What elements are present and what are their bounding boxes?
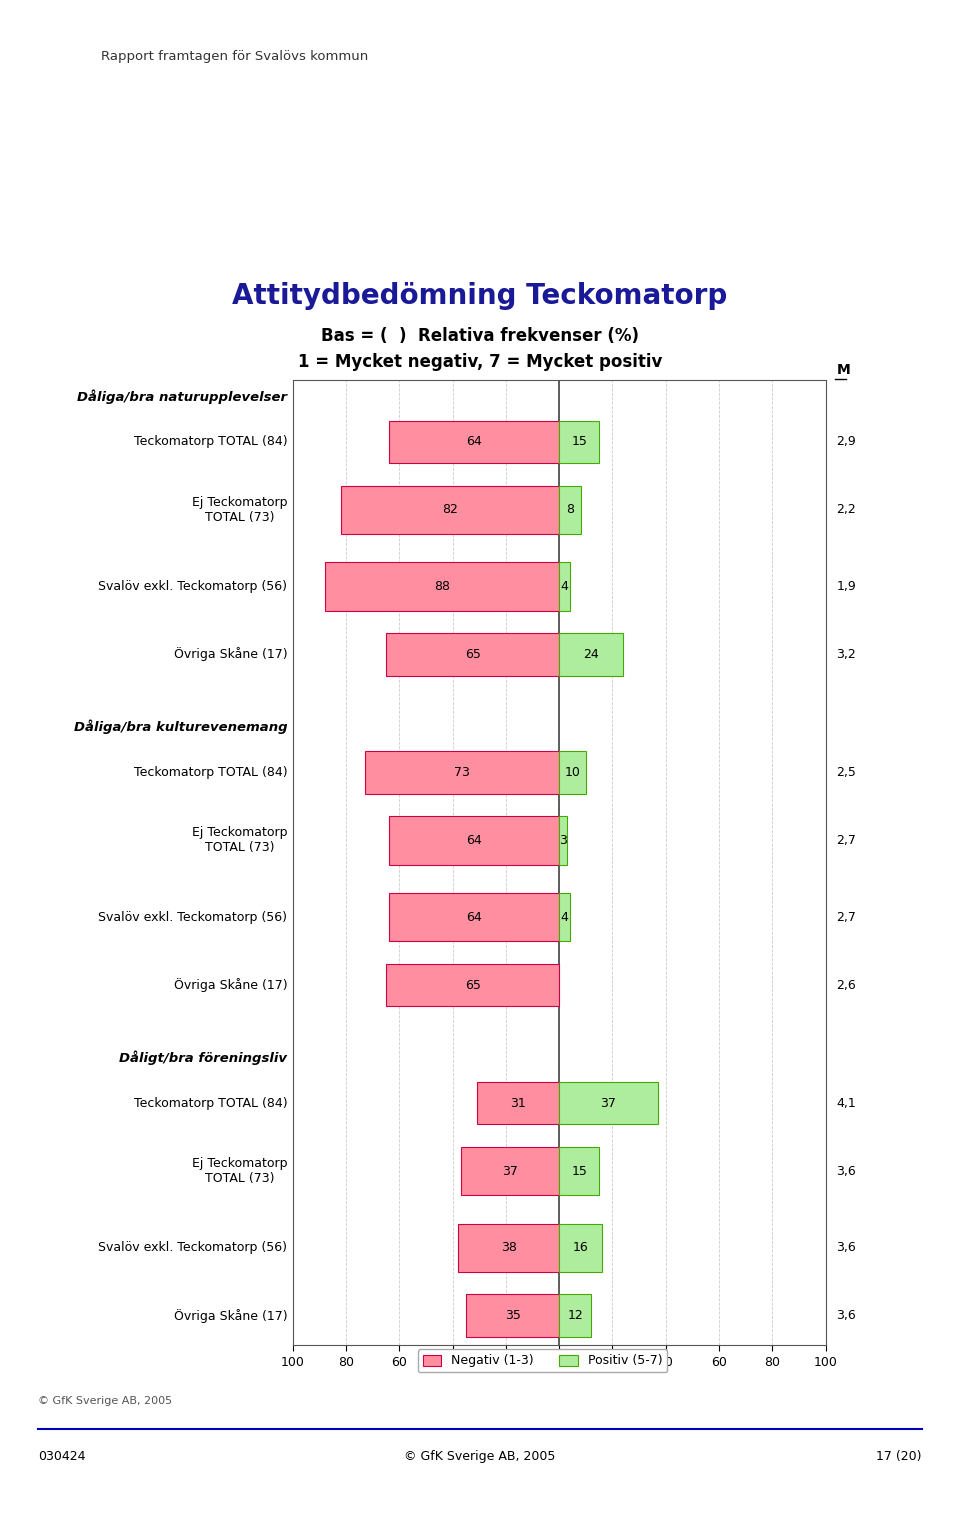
Bar — [559, 751, 586, 793]
Text: 1 = Mycket negativ, 7 = Mycket positiv: 1 = Mycket negativ, 7 = Mycket positiv — [298, 353, 662, 371]
Text: 2,9: 2,9 — [836, 436, 856, 448]
Text: © GfK Sverige AB, 2005: © GfK Sverige AB, 2005 — [38, 1397, 173, 1406]
Text: 2,6: 2,6 — [836, 979, 856, 991]
Text: Teckomatorp TOTAL (84): Teckomatorp TOTAL (84) — [133, 766, 287, 780]
Legend: Negativ (1-3), Positiv (5-7): Negativ (1-3), Positiv (5-7) — [418, 1350, 667, 1373]
Text: 17 (20): 17 (20) — [876, 1450, 922, 1462]
Bar — [389, 894, 559, 941]
Text: Bas = (  )  Relativa frekvenser (%): Bas = ( ) Relativa frekvenser (%) — [321, 327, 639, 345]
Bar — [341, 486, 559, 534]
Text: 3,2: 3,2 — [836, 648, 856, 661]
Text: Övriga Skåne (17): Övriga Skåne (17) — [174, 977, 287, 993]
Text: 8: 8 — [565, 503, 574, 517]
Text: 37: 37 — [601, 1096, 616, 1110]
Text: Övriga Skåne (17): Övriga Skåne (17) — [174, 648, 287, 661]
Text: 16: 16 — [572, 1242, 588, 1254]
Bar — [324, 562, 559, 611]
Bar — [559, 486, 581, 534]
Text: 65: 65 — [465, 648, 481, 661]
Text: 12: 12 — [567, 1309, 583, 1322]
Bar — [386, 634, 559, 676]
Text: Teckomatorp TOTAL (84): Teckomatorp TOTAL (84) — [133, 1096, 287, 1110]
Bar — [559, 421, 599, 464]
Text: 15: 15 — [571, 436, 588, 448]
Text: 24: 24 — [584, 648, 599, 661]
Text: 3: 3 — [560, 834, 567, 847]
Text: Dåligt/bra föreningsliv: Dåligt/bra föreningsliv — [119, 1050, 287, 1064]
Bar — [559, 1295, 591, 1338]
Bar — [466, 1295, 559, 1338]
Text: 4: 4 — [561, 581, 568, 593]
Bar — [386, 964, 559, 1006]
Bar — [389, 421, 559, 464]
Bar — [458, 1224, 559, 1272]
Bar — [461, 1148, 559, 1195]
Text: 35: 35 — [505, 1309, 520, 1322]
Text: 64: 64 — [466, 436, 482, 448]
Text: 2,5: 2,5 — [836, 766, 856, 780]
Bar — [559, 1224, 602, 1272]
Text: 82: 82 — [442, 503, 458, 517]
Text: GfK: GfK — [31, 36, 67, 53]
Text: Dåliga/bra naturupplevelser: Dåliga/bra naturupplevelser — [78, 389, 287, 403]
Text: M: M — [836, 363, 850, 377]
Text: 030424: 030424 — [38, 1450, 85, 1462]
Bar — [476, 1082, 559, 1125]
Text: 73: 73 — [454, 766, 469, 780]
Bar — [559, 894, 570, 941]
Text: Ej Teckomatorp
TOTAL (73): Ej Teckomatorp TOTAL (73) — [192, 1157, 287, 1186]
Text: 37: 37 — [502, 1164, 517, 1178]
Text: Övriga Skåne (17): Övriga Skåne (17) — [174, 1309, 287, 1322]
Text: Teckomatorp TOTAL (84): Teckomatorp TOTAL (84) — [133, 436, 287, 448]
Text: Svalöv exkl. Teckomatorp (56): Svalöv exkl. Teckomatorp (56) — [99, 910, 287, 924]
Text: Rapport framtagen för Svalövs kommun: Rapport framtagen för Svalövs kommun — [101, 50, 368, 62]
Bar — [559, 1148, 599, 1195]
Text: 65: 65 — [465, 979, 481, 991]
Text: 3,6: 3,6 — [836, 1164, 856, 1178]
Text: 3,6: 3,6 — [836, 1242, 856, 1254]
Text: 1,9: 1,9 — [836, 581, 856, 593]
Bar — [559, 1082, 658, 1125]
Bar — [559, 816, 567, 865]
Text: Dåliga/bra kulturevenemang: Dåliga/bra kulturevenemang — [74, 719, 287, 734]
Text: 4: 4 — [561, 910, 568, 924]
Text: 2,7: 2,7 — [836, 834, 856, 847]
Bar — [365, 751, 559, 793]
Text: 64: 64 — [466, 910, 482, 924]
Text: 10: 10 — [564, 766, 581, 780]
Text: 31: 31 — [510, 1096, 526, 1110]
Text: 15: 15 — [571, 1164, 588, 1178]
Text: 88: 88 — [434, 581, 450, 593]
Text: Svalöv exkl. Teckomatorp (56): Svalöv exkl. Teckomatorp (56) — [99, 1242, 287, 1254]
Text: 3,6: 3,6 — [836, 1309, 856, 1322]
Text: Ej Teckomatorp
TOTAL (73): Ej Teckomatorp TOTAL (73) — [192, 827, 287, 854]
Text: © GfK Sverige AB, 2005: © GfK Sverige AB, 2005 — [404, 1450, 556, 1462]
Text: 64: 64 — [466, 834, 482, 847]
Text: Ej Teckomatorp
TOTAL (73): Ej Teckomatorp TOTAL (73) — [192, 496, 287, 524]
Text: 2,7: 2,7 — [836, 910, 856, 924]
Bar — [559, 562, 570, 611]
Bar — [559, 634, 623, 676]
Text: 2,2: 2,2 — [836, 503, 856, 517]
Text: 4,1: 4,1 — [836, 1096, 856, 1110]
Text: Svalöv exkl. Teckomatorp (56): Svalöv exkl. Teckomatorp (56) — [99, 581, 287, 593]
Text: Attitydbedömning Teckomatorp: Attitydbedömning Teckomatorp — [232, 283, 728, 310]
Text: 38: 38 — [501, 1242, 516, 1254]
Bar — [389, 816, 559, 865]
